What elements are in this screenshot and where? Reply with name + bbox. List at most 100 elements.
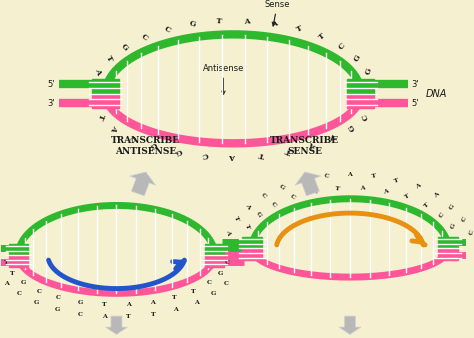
Text: T: T [10, 271, 15, 276]
Text: G: G [34, 300, 39, 305]
Text: A: A [330, 132, 340, 142]
Text: T: T [258, 150, 265, 159]
Text: TRANSCRIBE
ANTISENSE: TRANSCRIBE ANTISENSE [111, 136, 181, 156]
Text: C: C [361, 112, 370, 121]
Text: C: C [260, 192, 266, 199]
Text: A: A [347, 172, 352, 177]
Bar [438, 248, 458, 260]
Bar [438, 237, 458, 248]
Text: T: T [104, 54, 114, 63]
Text: C: C [127, 132, 137, 142]
Text: A: A [109, 123, 119, 132]
Text: T: T [404, 194, 410, 200]
Text: A: A [230, 152, 236, 160]
Text: C: C [461, 216, 467, 222]
Text: T: T [318, 32, 327, 42]
Bar [347, 94, 374, 108]
Bar [242, 248, 262, 260]
Text: G: G [55, 307, 60, 312]
Polygon shape [106, 316, 128, 334]
Bar [347, 79, 374, 94]
Text: C: C [337, 42, 347, 52]
Text: C: C [323, 173, 329, 179]
Text: T: T [172, 295, 177, 300]
Text: A: A [4, 281, 9, 286]
Text: T: T [423, 201, 430, 208]
Text: A: A [433, 192, 440, 199]
Text: C: C [201, 150, 209, 159]
Text: G: G [449, 203, 456, 210]
Text: T: T [151, 312, 155, 317]
Text: T: T [216, 17, 223, 26]
Text: G: G [347, 122, 358, 132]
Bar [9, 244, 28, 255]
Polygon shape [295, 172, 321, 196]
Text: C: C [270, 201, 277, 208]
Text: Sense: Sense [264, 0, 290, 26]
Bar [242, 237, 262, 248]
Text: G: G [450, 223, 456, 230]
Text: T: T [127, 314, 131, 319]
Text: A: A [150, 300, 155, 305]
Text: C: C [224, 281, 229, 286]
Text: T: T [96, 112, 106, 121]
Text: A: A [173, 307, 178, 312]
Text: C: C [78, 312, 82, 317]
Text: 3': 3' [412, 79, 419, 89]
Text: A: A [244, 17, 250, 26]
Text: A: A [226, 230, 231, 235]
Polygon shape [130, 172, 155, 196]
Text: G: G [218, 271, 223, 276]
Text: G: G [255, 211, 262, 218]
Text: T: T [371, 173, 377, 179]
Bar [205, 255, 224, 267]
Text: A: A [194, 300, 199, 305]
Text: C: C [56, 295, 61, 300]
Text: A: A [102, 314, 107, 319]
Text: C: C [139, 32, 149, 42]
Text: 5': 5' [412, 99, 419, 108]
Bar [92, 94, 119, 108]
Polygon shape [339, 316, 361, 334]
Bar [92, 79, 119, 94]
Text: A: A [415, 184, 421, 190]
Text: T: T [102, 302, 107, 307]
Bar [9, 255, 28, 267]
Text: TRANSCRIBE
SENSE: TRANSCRIBE SENSE [270, 136, 339, 156]
Text: C: C [37, 289, 42, 294]
Text: T: T [394, 177, 400, 184]
Text: C: C [469, 230, 474, 235]
Text: A: A [126, 302, 131, 307]
Text: C: C [438, 211, 445, 218]
Text: A: A [244, 203, 251, 210]
Text: G: G [311, 188, 318, 195]
Text: Antisense: Antisense [203, 64, 244, 94]
Text: 3': 3' [47, 99, 55, 108]
Text: G: G [21, 280, 27, 285]
Text: G: G [148, 140, 158, 150]
Text: T: T [4, 260, 9, 265]
Text: G: G [364, 67, 374, 76]
Text: G: G [188, 19, 197, 29]
Text: A: A [93, 67, 103, 75]
Text: G: G [78, 300, 83, 305]
Text: G: G [300, 177, 307, 184]
Text: T: T [191, 289, 196, 294]
Bar [205, 244, 224, 255]
Text: G: G [119, 42, 130, 52]
Text: G: G [353, 53, 363, 63]
Text: T: T [295, 24, 304, 34]
Text: C: C [163, 24, 172, 34]
Text: A: A [270, 19, 278, 29]
Text: T: T [233, 216, 239, 222]
Text: C: C [17, 291, 22, 296]
Text: C: C [289, 193, 296, 200]
Text: A: A [309, 140, 318, 150]
Text: G: G [173, 146, 182, 156]
Text: DNA: DNA [426, 89, 447, 99]
Text: 5': 5' [47, 79, 55, 89]
Text: T: T [244, 223, 250, 230]
Text: G: G [278, 183, 285, 190]
Text: C: C [207, 280, 212, 285]
Text: T: T [284, 146, 292, 156]
